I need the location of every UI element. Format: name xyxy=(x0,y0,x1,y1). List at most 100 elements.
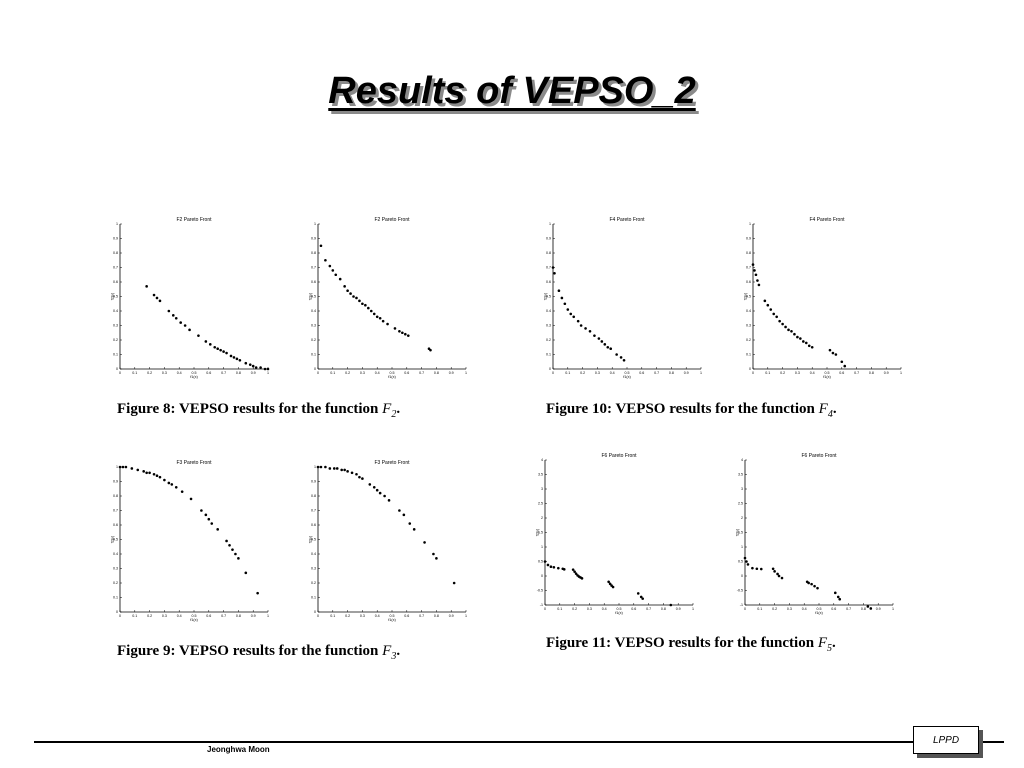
y-tick-label: 3.5 xyxy=(738,473,743,477)
data-point xyxy=(543,560,547,563)
data-point xyxy=(208,343,212,346)
data-point xyxy=(343,285,346,288)
x-tick-label: 0.2 xyxy=(147,371,152,375)
data-point xyxy=(802,340,805,343)
data-point xyxy=(188,328,191,332)
data-point xyxy=(755,567,759,571)
x-tick-label: 0.2 xyxy=(780,371,785,375)
data-point xyxy=(866,605,870,608)
x-tick-label: 0.7 xyxy=(221,371,226,375)
x-tick-label: 0.6 xyxy=(404,371,409,375)
data-point xyxy=(235,357,239,361)
x-tick-label: 0.1 xyxy=(330,614,335,618)
y-tick-label: 4 xyxy=(541,458,543,462)
plot-title: F3 Pareto Front xyxy=(374,460,410,466)
data-point xyxy=(355,296,358,300)
data-point xyxy=(566,308,570,311)
data-point xyxy=(231,548,234,551)
y-tick-label: 0.5 xyxy=(311,538,316,542)
x-axis-label: f1(x) xyxy=(190,375,198,379)
data-point xyxy=(197,334,200,337)
plot-title: F2 Pareto Front xyxy=(176,217,212,223)
data-point xyxy=(232,356,236,359)
data-point xyxy=(398,330,401,333)
y-tick-label: 0.9 xyxy=(546,237,551,241)
y-tick-label: 0.8 xyxy=(113,251,118,255)
y-tick-label: 0.6 xyxy=(311,523,316,527)
x-tick-label: 0.9 xyxy=(884,371,889,375)
y-tick-label: 0.3 xyxy=(113,567,118,571)
data-point xyxy=(316,465,320,469)
y-tick-label: 0.8 xyxy=(311,251,316,255)
data-point xyxy=(361,302,364,306)
x-axis-label: f1(x) xyxy=(615,611,623,615)
data-point xyxy=(225,351,228,355)
data-point xyxy=(619,356,623,359)
data-point xyxy=(793,332,796,336)
x-tick-label: 0 xyxy=(744,607,746,611)
data-point xyxy=(256,591,259,595)
data-point xyxy=(579,324,583,327)
y-tick-label: 0.2 xyxy=(546,338,551,342)
data-point xyxy=(349,292,352,295)
data-point xyxy=(171,314,175,317)
x-tick-label: 0.4 xyxy=(602,607,607,611)
plot-title: F3 Pareto Front xyxy=(176,460,212,466)
data-point xyxy=(560,296,564,300)
y-tick-label: 3 xyxy=(541,487,543,491)
x-tick-label: 0.3 xyxy=(595,371,600,375)
x-axis-label: f1(x) xyxy=(623,375,631,379)
y-tick-label: 0.8 xyxy=(113,494,118,498)
data-point xyxy=(636,592,640,595)
y-tick-label: 0.4 xyxy=(113,309,118,313)
data-point xyxy=(574,572,578,575)
y-tick-label: 0.6 xyxy=(113,523,118,527)
author-name: Jeonghwa Moon xyxy=(207,745,270,754)
y-tick-label: 0 xyxy=(541,574,543,578)
y-tick-label: 0.2 xyxy=(113,338,118,342)
data-point xyxy=(152,472,156,476)
data-point xyxy=(145,471,148,475)
plot-title: F4 Pareto Front xyxy=(809,217,845,223)
x-tick-label: 0.6 xyxy=(639,371,644,375)
y-tick-label: 0.3 xyxy=(113,324,118,328)
data-point xyxy=(753,269,756,272)
data-point xyxy=(834,353,838,356)
data-point xyxy=(367,306,370,310)
x-tick-label: 0.1 xyxy=(557,607,562,611)
x-axis-label: f1(x) xyxy=(190,618,198,622)
data-point xyxy=(368,483,372,486)
data-point xyxy=(608,582,612,586)
data-point xyxy=(225,539,228,543)
data-point xyxy=(609,347,613,350)
data-point xyxy=(266,367,270,371)
data-point xyxy=(383,494,386,498)
y-tick-label: 0 xyxy=(314,610,316,614)
data-point xyxy=(810,582,813,586)
data-point xyxy=(335,467,339,470)
x-tick-label: 1 xyxy=(267,371,269,375)
y-tick-label: -0.5 xyxy=(537,589,543,593)
data-point xyxy=(401,331,404,335)
data-point xyxy=(393,327,397,330)
x-tick-label: 0.9 xyxy=(676,607,681,611)
data-point xyxy=(350,471,354,475)
data-point xyxy=(204,340,208,343)
y-tick-label: 0.8 xyxy=(311,494,316,498)
x-tick-label: 0.3 xyxy=(162,614,167,618)
plot-title: F6 Pareto Front xyxy=(601,453,637,459)
x-tick-label: 0.4 xyxy=(177,614,182,618)
data-point xyxy=(763,299,767,303)
x-tick-label: 0.1 xyxy=(765,371,770,375)
data-point xyxy=(152,293,156,297)
x-tick-label: 0.5 xyxy=(390,614,395,618)
caption-text: Figure 10: VEPSO results for the functio… xyxy=(546,401,819,417)
y-tick-label: 1 xyxy=(314,222,316,226)
data-point xyxy=(332,467,336,470)
data-point xyxy=(807,581,810,585)
data-point xyxy=(751,263,755,266)
x-tick-label: 0.9 xyxy=(684,371,689,375)
x-tick-label: 0.9 xyxy=(876,607,881,611)
data-point xyxy=(398,509,401,512)
x-tick-label: 0.1 xyxy=(757,607,762,611)
